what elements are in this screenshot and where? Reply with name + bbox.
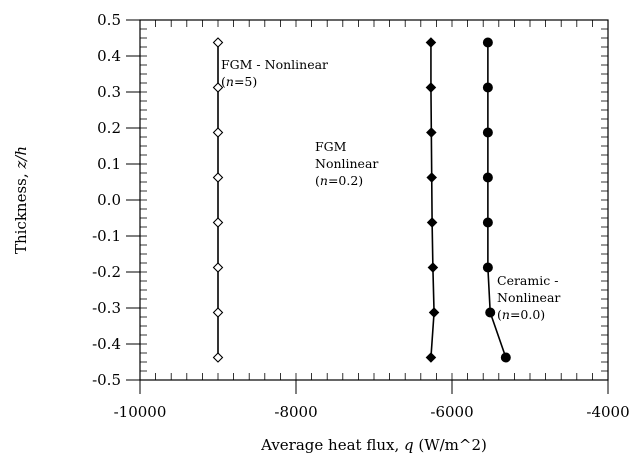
y-tick-label: -0.4	[92, 335, 121, 353]
data-point	[485, 307, 496, 318]
series-2	[425, 37, 440, 363]
svg-text:FGM - Nonlinear: FGM - Nonlinear	[221, 57, 328, 72]
data-point	[482, 172, 493, 183]
y-tick-label: 0.3	[97, 83, 121, 101]
minor-ticks	[139, 19, 609, 381]
y-tick-label: -0.3	[92, 299, 121, 317]
data-point	[212, 82, 224, 93]
x-tick-labels: -10000 -8000 -6000 -4000	[114, 403, 630, 421]
y-axis-label: Thickness, z/h	[12, 146, 30, 254]
data-point	[212, 262, 224, 273]
data-point	[426, 127, 437, 138]
annotation-fgm-n5: FGM - Nonlinear (n=5)	[221, 57, 328, 89]
data-point	[425, 352, 437, 363]
data-point	[428, 307, 440, 318]
x-tick-label: -8000	[274, 403, 317, 421]
series-1	[212, 37, 224, 363]
data-point	[482, 262, 493, 273]
data-point	[482, 127, 493, 138]
svg-text:(n=0.2): (n=0.2)	[315, 173, 363, 188]
series-line	[487, 42, 507, 358]
major-ticks	[126, 19, 609, 394]
series-3	[482, 37, 511, 363]
data-point	[425, 37, 437, 48]
data-point	[212, 352, 224, 363]
data-point	[212, 217, 224, 228]
y-tick-label: 0.4	[97, 47, 121, 65]
y-tick-label: -0.1	[92, 227, 121, 245]
plot-frame	[139, 19, 609, 381]
svg-text:Nonlinear: Nonlinear	[315, 156, 378, 171]
data-point	[482, 82, 493, 93]
annotation-ceramic-n0: Ceramic - Nonlinear (n=0.0)	[497, 273, 560, 322]
data-point	[500, 352, 511, 363]
svg-text:(n=5): (n=5)	[221, 74, 257, 89]
data-point	[425, 82, 437, 93]
y-tick-label: 0.2	[97, 119, 121, 137]
data-point	[426, 172, 437, 183]
y-tick-label: 0.5	[97, 11, 121, 29]
data-point	[426, 217, 438, 228]
y-tick-label: 0.1	[97, 155, 121, 173]
series-layer	[212, 37, 511, 363]
svg-text:Nonlinear: Nonlinear	[497, 290, 560, 305]
data-point	[482, 37, 493, 48]
y-tick-label: 0.0	[97, 191, 121, 209]
data-point	[427, 262, 439, 273]
data-point	[482, 217, 493, 228]
annotation-fgm-n02: FGM Nonlinear (n=0.2)	[315, 139, 378, 188]
data-point	[212, 37, 224, 48]
x-tick-label: -6000	[430, 403, 473, 421]
x-axis-label: Average heat flux, q (W/m^2)	[260, 436, 487, 454]
svg-text:(n=0.0): (n=0.0)	[497, 307, 545, 322]
y-tick-labels: 0.5 0.4 0.3 0.2 0.1 0.0 -0.1 -0.2 -0.3 -0.4 -0.5	[92, 11, 121, 389]
y-tick-label: -0.2	[92, 263, 121, 281]
data-point	[212, 307, 224, 318]
data-point	[212, 172, 224, 183]
svg-text:FGM: FGM	[315, 139, 347, 154]
series-line	[430, 42, 435, 358]
svg-text:Ceramic -: Ceramic -	[497, 273, 558, 288]
y-tick-label: -0.5	[92, 371, 121, 389]
data-point	[212, 127, 224, 138]
x-tick-label: -4000	[586, 403, 629, 421]
x-tick-label: -10000	[114, 403, 167, 421]
